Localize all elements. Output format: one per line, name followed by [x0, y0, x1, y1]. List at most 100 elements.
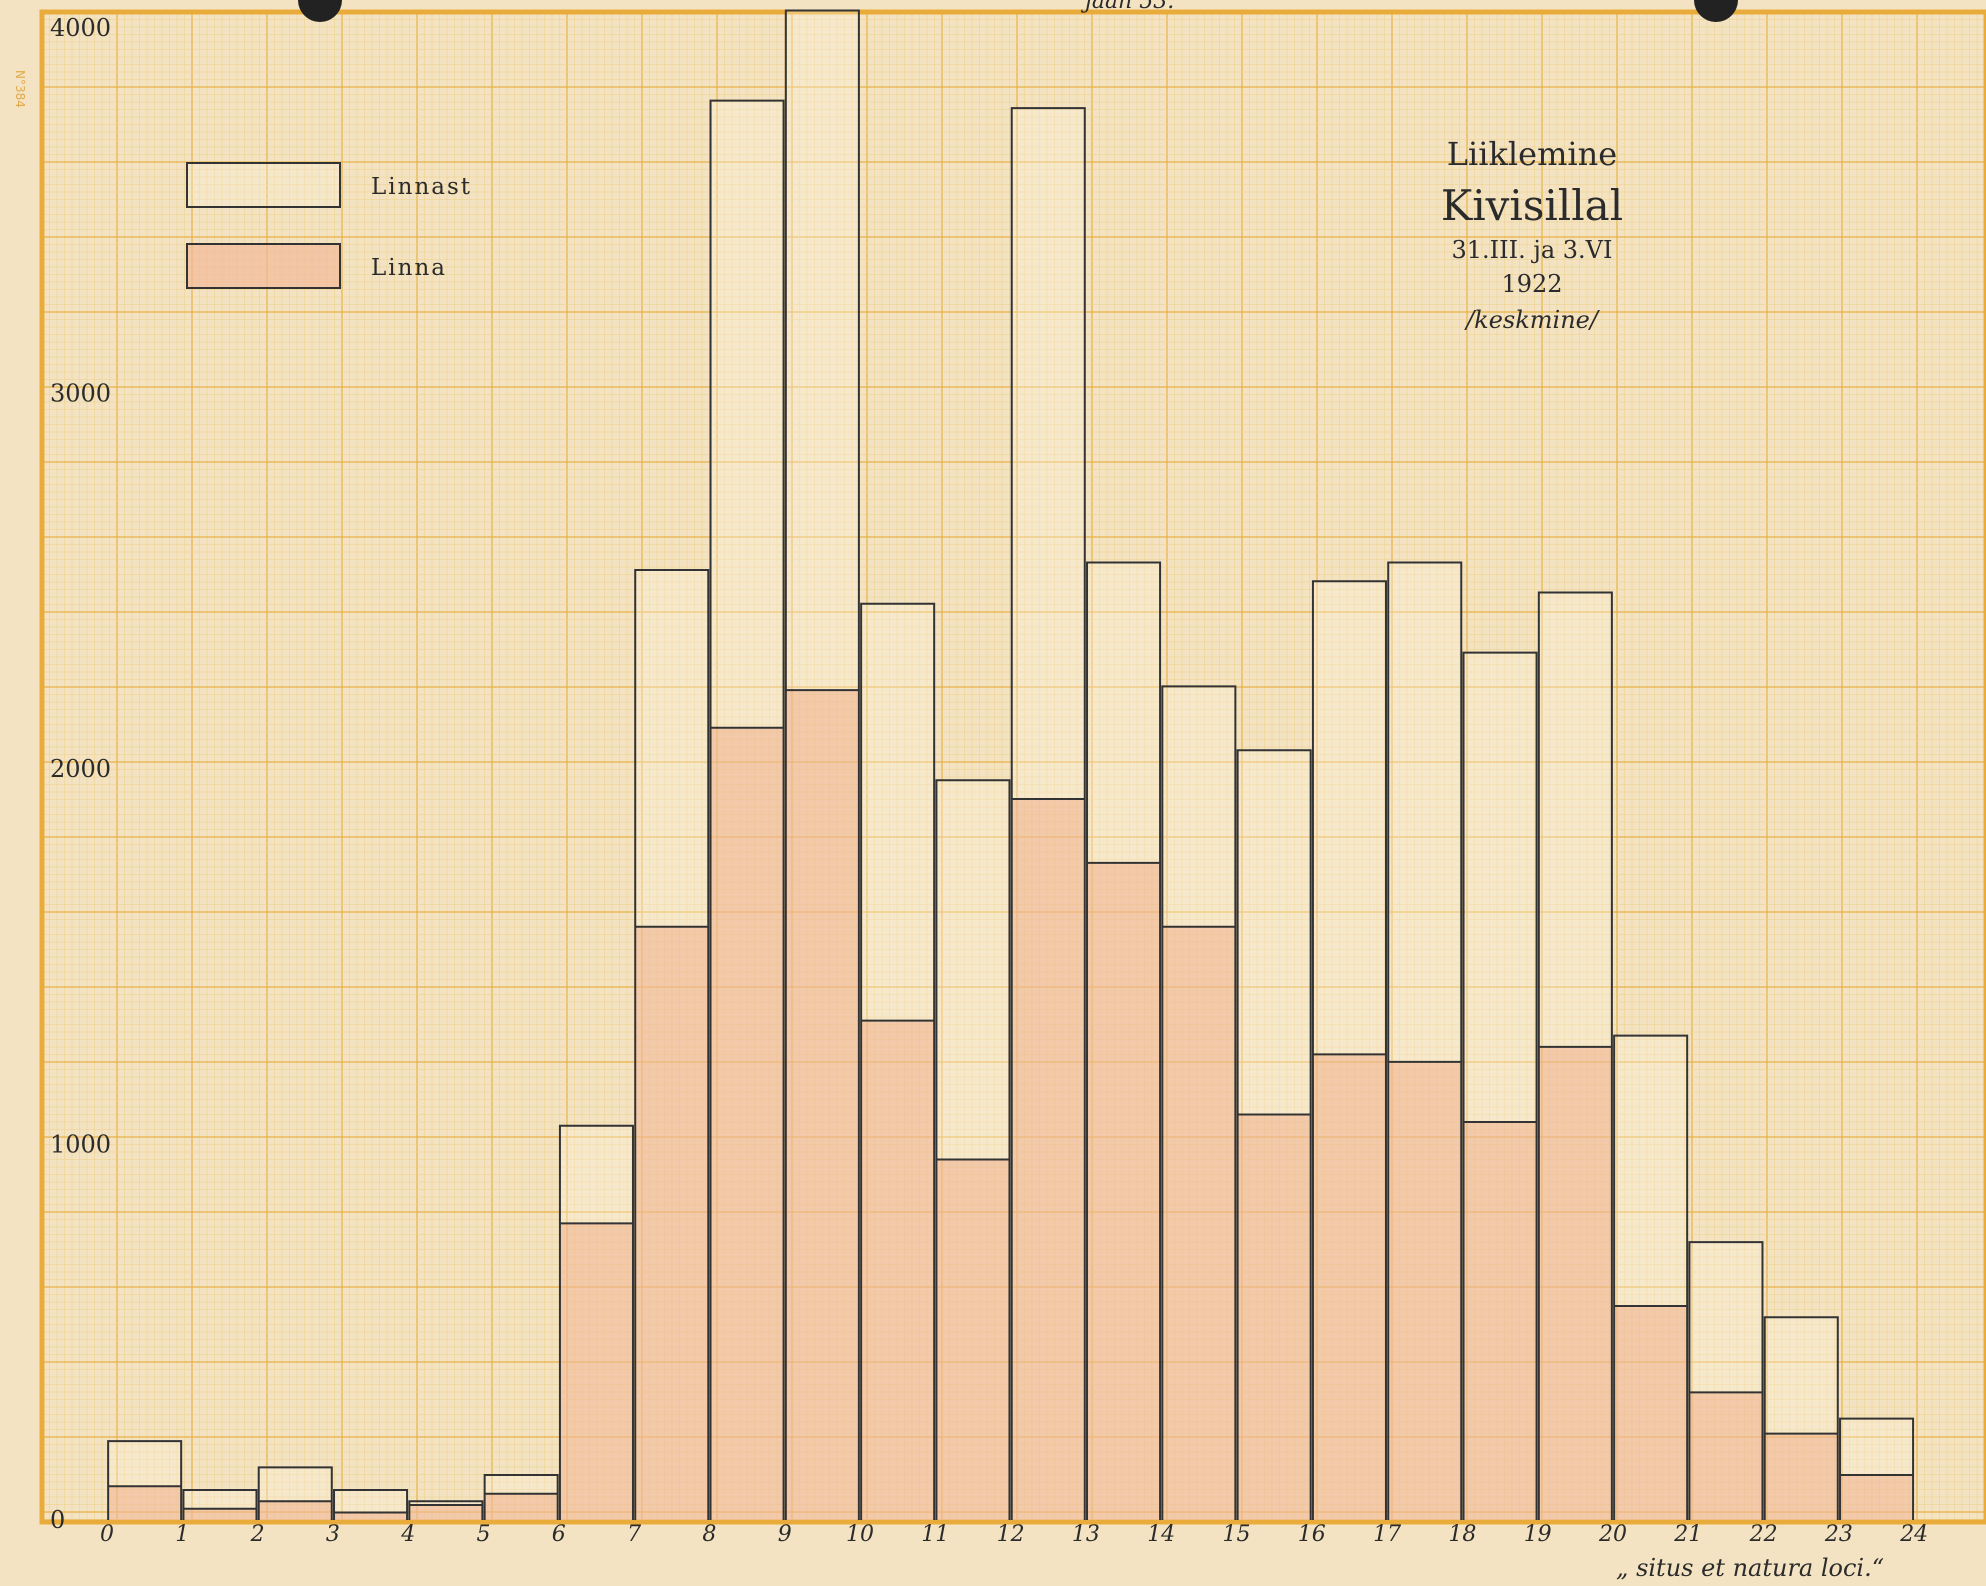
title-line: 1922 [1501, 270, 1562, 298]
bar-linna [1764, 1433, 1838, 1520]
bar-outline [1537, 591, 1613, 1520]
x-tick-label: 1 [175, 1522, 189, 1547]
bar-outline [1763, 1316, 1839, 1520]
bar-linnast [785, 10, 859, 691]
bar-outline [182, 1488, 258, 1520]
chart-title: Liiklemine Kivisillal 31.III. ja 3.VI 1922 /… [1441, 135, 1623, 334]
bar-linnast [183, 1489, 257, 1509]
bar-outline [634, 568, 710, 1520]
bar-linna [1538, 1046, 1612, 1520]
bar-linna [1614, 1305, 1688, 1520]
title-line: Liiklemine [1447, 135, 1617, 173]
bar-linna [1011, 799, 1085, 1520]
bar-linnast [334, 1489, 408, 1513]
bar-linnast [936, 780, 1010, 1160]
bar-linnast [710, 100, 784, 728]
bar-outline [408, 1500, 484, 1520]
x-tick-label: 18 [1448, 1522, 1476, 1547]
notes: jaan 53. „ situs et natura loci.“ N°384 [13, 0, 1884, 1582]
bar-linna [1312, 1054, 1386, 1520]
x-tick-label: 16 [1298, 1522, 1326, 1547]
bar-linna [484, 1493, 558, 1520]
bar-outline [1387, 561, 1463, 1520]
bar-outline [333, 1488, 409, 1520]
x-tick-label: 24 [1899, 1522, 1928, 1547]
x-tick-label: 15 [1223, 1522, 1251, 1547]
legend-swatch [186, 162, 341, 208]
title-line: /keskmine/ [1464, 306, 1601, 334]
x-tick-label: 3 [326, 1522, 340, 1547]
punch-hole-right [1694, 0, 1738, 22]
x-tick-label: 10 [846, 1522, 874, 1547]
x-tick-label: 23 [1824, 1522, 1853, 1547]
bar-linnast [635, 569, 709, 927]
bar-linnast [1237, 750, 1311, 1115]
x-tick-label: 21 [1673, 1522, 1702, 1547]
bar-linna [334, 1512, 408, 1520]
bar-outline [1010, 107, 1086, 1520]
bar-linnast [1087, 562, 1161, 863]
bar-outline [1236, 749, 1312, 1520]
bar-linnast [484, 1474, 558, 1494]
bar-outline [935, 779, 1011, 1520]
bar-linnast [861, 603, 935, 1021]
bar-linna [1237, 1114, 1311, 1520]
bar-linnast [409, 1501, 483, 1505]
bar-linna [108, 1486, 182, 1520]
x-tick-label: 12 [997, 1522, 1025, 1547]
bar-linnast [1614, 1035, 1688, 1306]
x-axis-ticks: 0 1 2 3 4 5 6 7 8 9 10 11 12 13 14 15 16 17 18 19 20 21 22 23 24 [100, 1522, 1928, 1547]
bar-linna [1162, 926, 1236, 1520]
bar-outline [483, 1473, 559, 1520]
bar-linnast [258, 1467, 332, 1502]
x-tick-label: 0 [100, 1522, 114, 1547]
bar-linna [183, 1508, 257, 1520]
bar-outline [1086, 561, 1162, 1520]
bar-linna [785, 690, 859, 1520]
x-tick-label: 8 [702, 1522, 716, 1547]
bar-linna [1388, 1061, 1462, 1520]
bar-outline [709, 99, 785, 1520]
legend: Linnast Linna [186, 162, 472, 289]
top-note: jaan 53. [1080, 0, 1174, 14]
x-tick-label: 22 [1749, 1522, 1778, 1547]
bar-linnast [1463, 652, 1537, 1122]
bar-outline [1688, 1241, 1764, 1520]
bar-linna [1463, 1121, 1537, 1520]
x-tick-label: 2 [250, 1522, 265, 1547]
legend-label: Linnast [371, 174, 472, 200]
bar-linnast [108, 1441, 182, 1487]
x-tick-label: 6 [552, 1522, 566, 1547]
bar-linna [861, 1020, 935, 1520]
bar-linna [936, 1159, 1010, 1520]
y-tick-label: 4000 [50, 14, 111, 42]
bar-outline [558, 1124, 634, 1520]
legend-label: Linna [371, 255, 447, 281]
bar-linna [1087, 862, 1161, 1520]
bar-linnast [1538, 592, 1612, 1047]
x-tick-label: 4 [400, 1522, 415, 1547]
side-note: N°384 [13, 70, 27, 108]
bar-outline [784, 9, 860, 1520]
x-tick-label: 13 [1072, 1522, 1100, 1547]
y-axis-ticks: 0 1000 2000 3000 4000 [50, 14, 111, 1534]
x-tick-label: 20 [1598, 1522, 1627, 1547]
bar-outline [1462, 651, 1538, 1520]
bars [107, 9, 1915, 1520]
bar-linnast [1162, 686, 1236, 927]
title-line: 31.III. ja 3.VI [1452, 236, 1613, 264]
bar-outline [257, 1466, 333, 1520]
y-tick-label: 2000 [50, 755, 111, 783]
bar-linnast [1011, 108, 1085, 800]
bar-outline [1839, 1417, 1915, 1520]
bar-linnast [1764, 1317, 1838, 1434]
chart-frame [39, 9, 1986, 1525]
bar-outline [1311, 580, 1387, 1520]
y-tick-label: 0 [50, 1506, 65, 1534]
bar-outline [1161, 685, 1237, 1520]
bar-linna [409, 1504, 483, 1520]
bar-linna [1689, 1392, 1763, 1520]
x-tick-label: 9 [778, 1522, 792, 1547]
x-tick-label: 19 [1524, 1522, 1552, 1547]
